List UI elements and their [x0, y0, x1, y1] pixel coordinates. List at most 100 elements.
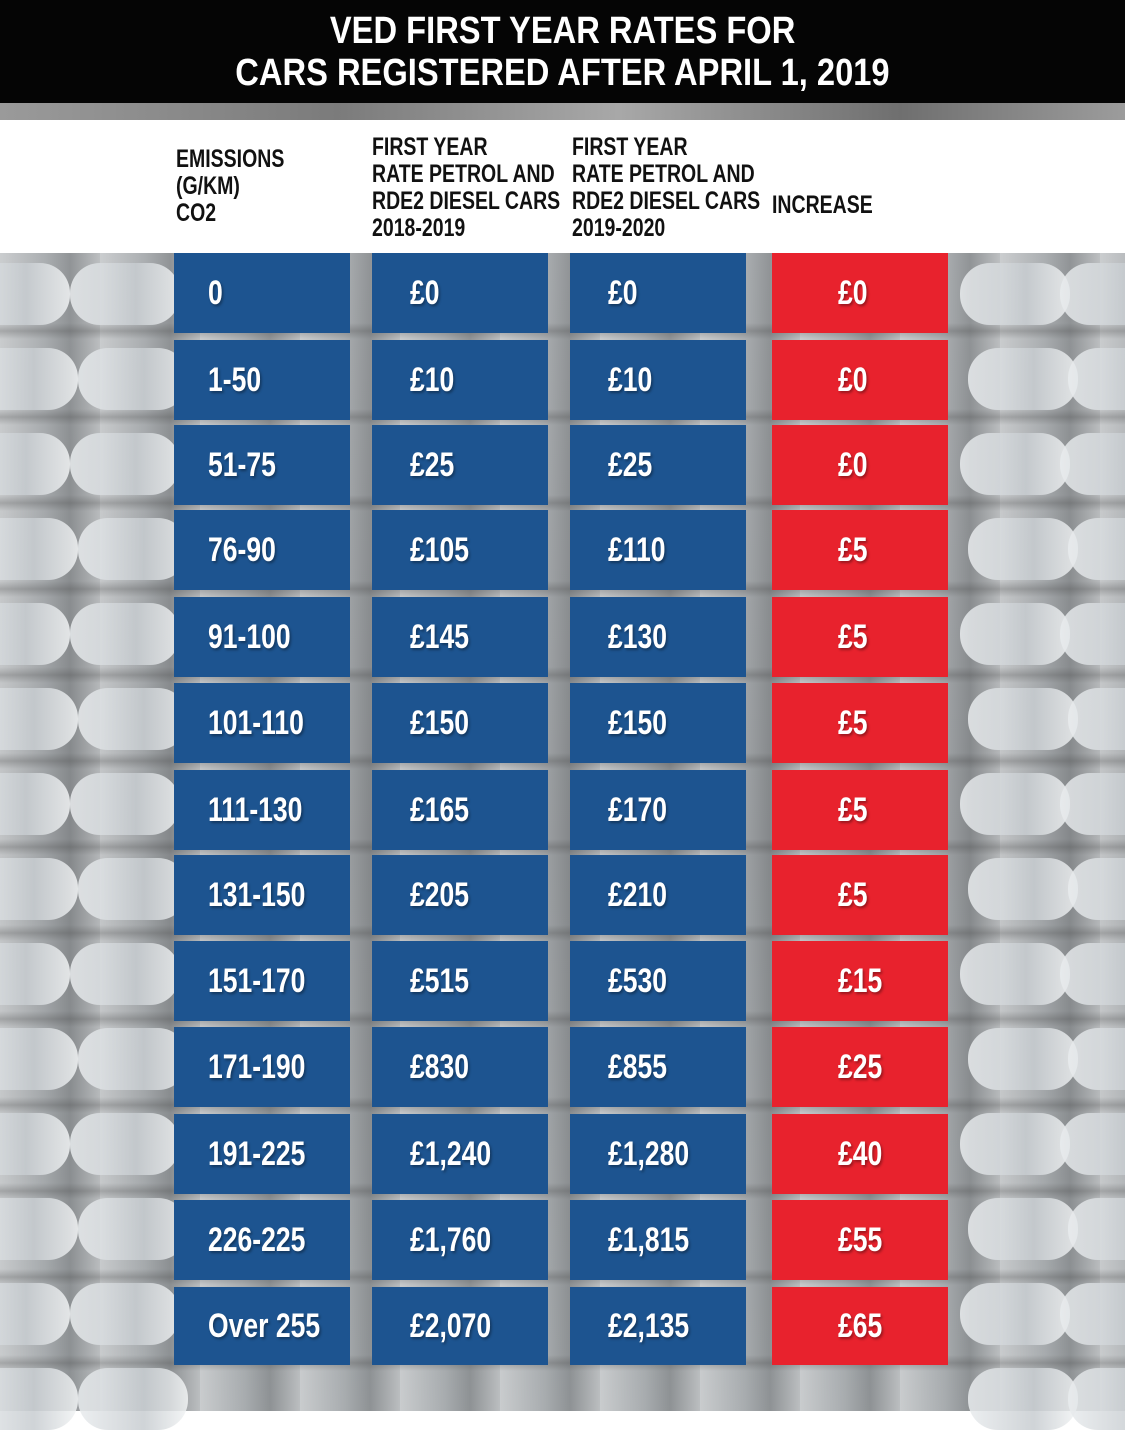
- cell-increase: £5: [772, 510, 948, 590]
- cell-value: £0: [838, 360, 868, 399]
- cell-value: £10: [410, 360, 455, 399]
- title-line-1: VED FIRST YEAR RATES FOR: [329, 9, 796, 52]
- cell-increase: £40: [772, 1114, 948, 1194]
- background-car: [0, 1368, 78, 1430]
- cell-rate-2018-2019: £0: [372, 253, 548, 333]
- car-park-photo: [0, 253, 1125, 1430]
- background-car: [1068, 348, 1125, 410]
- cell-rate-2019-2020: £530: [570, 941, 746, 1021]
- cell-value: £530: [608, 961, 667, 1000]
- background-car: [1068, 858, 1125, 920]
- cell-emissions: Over 255: [174, 1287, 350, 1365]
- cell-value: 0: [208, 273, 223, 312]
- cell-value: £1,815: [608, 1220, 690, 1259]
- cell-value: £0: [410, 273, 440, 312]
- background-car: [78, 1368, 188, 1430]
- background-car: [0, 1198, 78, 1260]
- title-line-2: CARS REGISTERED AFTER APRIL 1, 2019: [235, 51, 890, 94]
- cell-increase: £55: [772, 1200, 948, 1280]
- background-car: [960, 773, 1070, 835]
- cell-value: 226-225: [208, 1220, 306, 1259]
- background-car: [1068, 688, 1125, 750]
- background-car: [968, 688, 1078, 750]
- cell-value: £2,070: [410, 1306, 492, 1345]
- cell-value: £25: [410, 445, 455, 484]
- cell-rate-2018-2019: £25: [372, 425, 548, 505]
- cell-value: £0: [608, 273, 638, 312]
- background-car: [960, 943, 1070, 1005]
- cell-rate-2019-2020: £10: [570, 340, 746, 420]
- cell-value: £65: [838, 1306, 883, 1345]
- cell-increase: £5: [772, 770, 948, 850]
- background-car: [0, 433, 70, 495]
- background-car: [0, 348, 78, 410]
- cell-increase: £0: [772, 425, 948, 505]
- background-car: [0, 518, 78, 580]
- background-car: [1060, 603, 1125, 665]
- background-car: [1068, 518, 1125, 580]
- background-car: [960, 263, 1070, 325]
- cell-value: £105: [410, 530, 469, 569]
- cell-rate-2018-2019: £1,760: [372, 1200, 548, 1280]
- background-car: [78, 688, 188, 750]
- background-car: [78, 858, 188, 920]
- cell-rate-2019-2020: £110: [570, 510, 746, 590]
- cell-rate-2019-2020: £210: [570, 855, 746, 935]
- cell-value: £5: [838, 875, 868, 914]
- cell-rate-2018-2019: £145: [372, 597, 548, 677]
- cell-value: £145: [410, 617, 469, 656]
- background-car: [70, 433, 180, 495]
- cell-emissions: 51-75: [174, 425, 350, 505]
- cell-rate-2019-2020: £150: [570, 683, 746, 763]
- background-car: [78, 1028, 188, 1090]
- cell-value: £0: [838, 273, 868, 312]
- background-car: [960, 1283, 1070, 1345]
- background-car: [1060, 1283, 1125, 1345]
- background-car: [1060, 263, 1125, 325]
- background-car: [1068, 1028, 1125, 1090]
- cell-value: £2,135: [608, 1306, 690, 1345]
- cell-emissions: 191-225: [174, 1114, 350, 1194]
- background-car: [1068, 1368, 1125, 1430]
- background-car: [968, 1028, 1078, 1090]
- cell-increase: £5: [772, 597, 948, 677]
- column-header-rate-2019-2020: FIRST YEAR RATE PETROL AND RDE2 DIESEL C…: [572, 133, 761, 242]
- column-header-emissions: EMISSIONS (G/KM) CO2: [176, 145, 285, 227]
- background-car: [70, 603, 180, 665]
- cell-increase: £65: [772, 1287, 948, 1365]
- cell-value: 171-190: [208, 1047, 306, 1086]
- cell-value: £0: [838, 445, 868, 484]
- cell-value: £855: [608, 1047, 667, 1086]
- cell-value: 76-90: [208, 530, 276, 569]
- background-car: [960, 1113, 1070, 1175]
- cell-emissions: 1-50: [174, 340, 350, 420]
- cell-emissions: 101-110: [174, 683, 350, 763]
- column-header-rate-2018-2019: FIRST YEAR RATE PETROL AND RDE2 DIESEL C…: [372, 133, 561, 242]
- background-car: [1060, 943, 1125, 1005]
- background-car: [968, 1198, 1078, 1260]
- cell-rate-2019-2020: £170: [570, 770, 746, 850]
- cell-value: £5: [838, 703, 868, 742]
- background-car: [0, 773, 70, 835]
- table-header: EMISSIONS (G/KM) CO2 FIRST YEAR RATE PET…: [0, 120, 1125, 253]
- cell-rate-2018-2019: £205: [372, 855, 548, 935]
- cell-rate-2018-2019: £10: [372, 340, 548, 420]
- cell-rate-2018-2019: £1,240: [372, 1114, 548, 1194]
- cell-increase: £25: [772, 1027, 948, 1107]
- cell-value: £25: [838, 1047, 883, 1086]
- cell-value: £5: [838, 617, 868, 656]
- cell-value: £15: [838, 961, 883, 1000]
- background-car: [0, 688, 78, 750]
- background-car: [0, 1113, 70, 1175]
- background-car: [70, 263, 180, 325]
- cell-emissions: 76-90: [174, 510, 350, 590]
- cell-value: £1,240: [410, 1134, 492, 1173]
- cell-rate-2019-2020: £855: [570, 1027, 746, 1107]
- cell-rate-2019-2020: £1,815: [570, 1200, 746, 1280]
- cell-value: £40: [838, 1134, 883, 1173]
- cell-rate-2018-2019: £515: [372, 941, 548, 1021]
- cell-value: £210: [608, 875, 667, 914]
- cell-rate-2019-2020: £2,135: [570, 1287, 746, 1365]
- background-car: [0, 263, 70, 325]
- title-bar: VED FIRST YEAR RATES FOR CARS REGISTERED…: [0, 0, 1125, 103]
